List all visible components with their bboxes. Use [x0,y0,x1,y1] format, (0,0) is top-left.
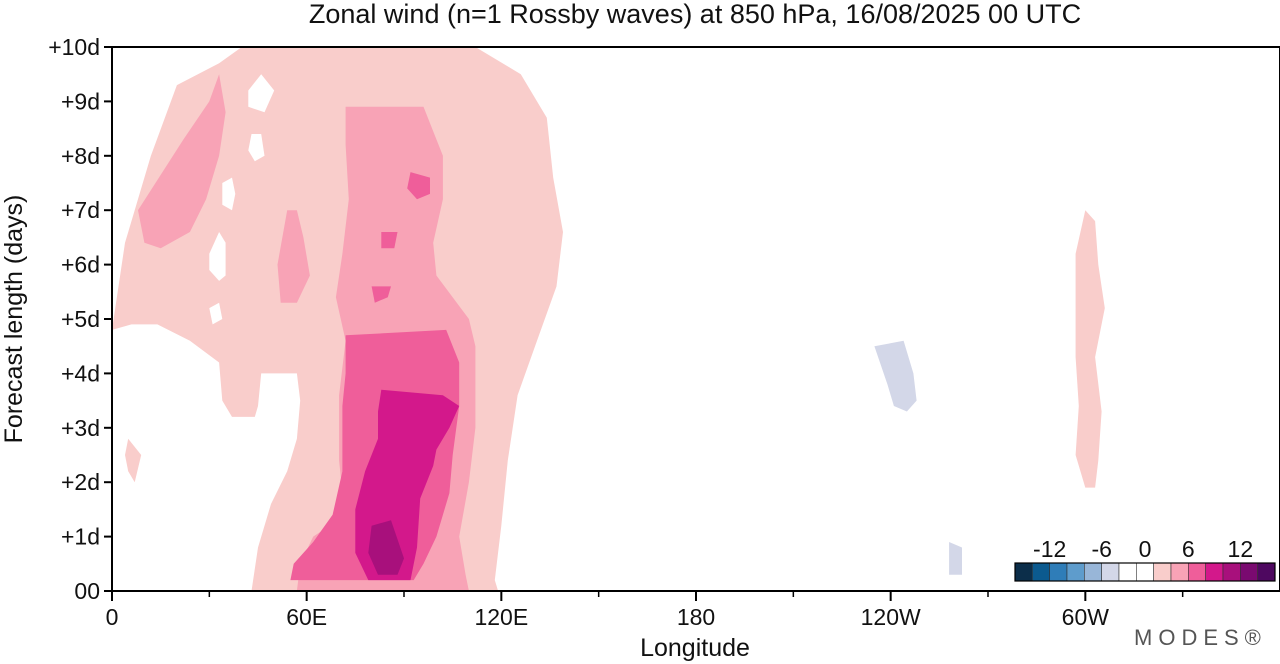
colorbar-label: 12 [1228,536,1254,562]
contour-gap-1 [222,177,236,211]
contour-gap-5 [884,422,894,434]
contour-gap-3 [248,134,265,162]
contour-region-27 [371,286,391,303]
y-tick-label: +6d [61,252,100,278]
contour-region-24 [368,520,404,575]
y-tick-label: +10d [48,34,100,60]
y-axis-label: Forecast length (days) [0,195,28,444]
colorbar-swatch [1153,562,1172,582]
x-tick-label: 120E [474,604,528,630]
x-tick-label: 60E [286,604,327,630]
contour-gap-2 [248,74,275,113]
colorbar-swatch [1066,562,1085,582]
y-tick-label: +8d [61,143,100,169]
y-tick-label: +5d [61,306,100,332]
contour-region-1 [125,438,142,483]
contour-region-20 [277,210,310,303]
contour-region-15 [975,183,995,238]
y-tick-label: +1d [61,524,100,550]
colorbar-swatch [1084,562,1102,582]
x-tick-label: 120W [861,604,921,630]
y-tick-label: +4d [61,360,100,386]
x-tick-label: 60W [1062,604,1110,630]
contour-region-7 [666,106,771,325]
x-axis: 0 60E 120E 180 120W 60W [106,591,1184,630]
contour-region-10 [936,493,969,591]
y-tick-label: +7d [61,197,100,223]
contour-region-18 [1075,210,1105,488]
colorbar-swatch [1205,562,1224,582]
y-tick-label: +9d [61,88,100,114]
contour-gap-6 [209,302,223,325]
contour-region-14 [1160,433,1186,515]
colorbar-swatch [1049,562,1068,582]
chart-title: Zonal wind (n=1 Rossby waves) at 850 hPa… [309,0,1081,29]
contour-region-12 [1202,123,1245,243]
colorbar-swatch [1118,562,1137,582]
x-tick-label: 180 [677,604,715,630]
contour-region-4 [777,47,875,581]
colorbar-swatch [1032,562,1050,582]
y-tick-label: +3d [61,415,100,441]
colorbar-swatch [1170,562,1189,582]
contour-region-11 [702,487,748,591]
contour-field [112,47,1274,591]
colorbar-swatch [1188,562,1206,582]
x-tick-label: 0 [106,604,119,630]
colorbar-swatch [1014,562,1033,582]
contour-region-26 [381,232,398,249]
colorbar-frame [1014,562,1276,582]
contour-region-3 [855,47,1001,591]
contour-gap-4 [777,335,829,347]
colorbar-swatch [1136,562,1154,582]
modes-watermark: MODES® [1134,625,1267,650]
contour-region-8 [799,346,907,461]
colorbar-label: -6 [1091,536,1111,562]
y-tick-label: 00 [74,578,100,604]
colorbar-swatch [1240,562,1258,582]
colorbar-legend: -12 -6 0 6 12 [1013,523,1277,585]
y-tick-label: +2d [61,469,100,495]
colorbar-label: 0 [1139,536,1152,562]
colorbar-swatch [1101,562,1120,582]
x-axis-label: Longitude [640,634,750,662]
contour-gap-0 [209,232,226,281]
colorbar-swatch [1257,562,1276,582]
contour-region-19 [138,74,226,249]
contour-region-17 [949,542,962,575]
contour-region-25 [407,172,430,200]
colorbar-label: 6 [1182,536,1195,562]
contour-region-13 [1150,319,1170,396]
contour-region-16 [874,340,917,412]
contour-region-5 [1007,47,1128,591]
colorbar-swatch [1222,562,1241,582]
colorbar-label: -12 [1033,536,1066,562]
y-axis: 00 +1d +2d +3d +4d +5d +6d +7d +8d +9d +10d [48,34,112,604]
